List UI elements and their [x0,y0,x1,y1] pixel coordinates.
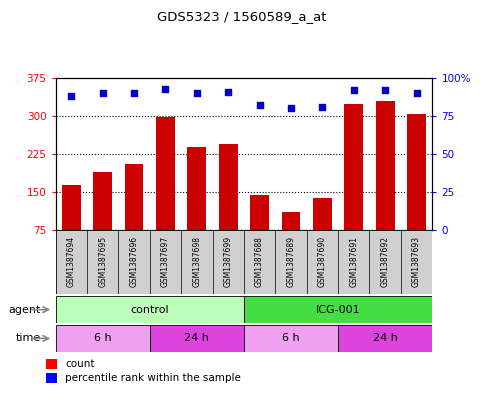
Text: GDS5323 / 1560589_a_at: GDS5323 / 1560589_a_at [157,10,326,23]
Point [382,87,389,94]
Text: agent: agent [9,305,41,315]
Bar [62,185,81,267]
Text: GSM1387697: GSM1387697 [161,236,170,288]
Text: GSM1387693: GSM1387693 [412,236,421,288]
Text: ICG-001: ICG-001 [316,305,360,315]
Point [412,90,420,96]
Bar [187,147,206,267]
Bar [313,198,332,267]
Text: 6 h: 6 h [94,333,112,343]
Point [287,105,295,112]
Bar [344,105,363,267]
Point [350,87,357,94]
Text: GSM1387689: GSM1387689 [286,237,296,287]
Point [319,104,327,110]
Text: percentile rank within the sample: percentile rank within the sample [65,373,241,383]
Point [161,86,170,92]
Point [68,93,75,99]
Text: GSM1387698: GSM1387698 [192,237,201,287]
Bar [407,114,426,267]
Text: GSM1387692: GSM1387692 [381,237,390,287]
Bar [156,117,175,267]
Bar [46,373,57,383]
Bar [93,171,112,267]
Point [193,90,201,96]
Text: GSM1387696: GSM1387696 [129,236,139,288]
Text: 6 h: 6 h [282,333,300,343]
Bar [46,359,57,369]
Point [256,102,264,108]
Point [99,90,107,96]
Text: GSM1387694: GSM1387694 [67,236,76,288]
Bar [244,296,432,323]
Bar [125,164,143,267]
Text: GSM1387688: GSM1387688 [255,237,264,287]
Point [224,89,232,95]
Text: GSM1387695: GSM1387695 [98,236,107,288]
Bar [282,212,300,267]
Text: control: control [130,305,169,315]
Point [130,90,138,96]
Bar [376,101,395,267]
Bar [56,325,150,352]
Text: 24 h: 24 h [185,333,209,343]
Bar [250,195,269,267]
Text: GSM1387699: GSM1387699 [224,236,233,288]
Text: GSM1387690: GSM1387690 [318,236,327,288]
Bar [56,296,244,323]
Text: GSM1387691: GSM1387691 [349,237,358,287]
Text: time: time [16,333,41,343]
Bar [150,325,244,352]
Bar [244,325,338,352]
Bar [219,144,238,267]
Text: 24 h: 24 h [373,333,398,343]
Text: count: count [65,359,95,369]
Bar [338,325,432,352]
